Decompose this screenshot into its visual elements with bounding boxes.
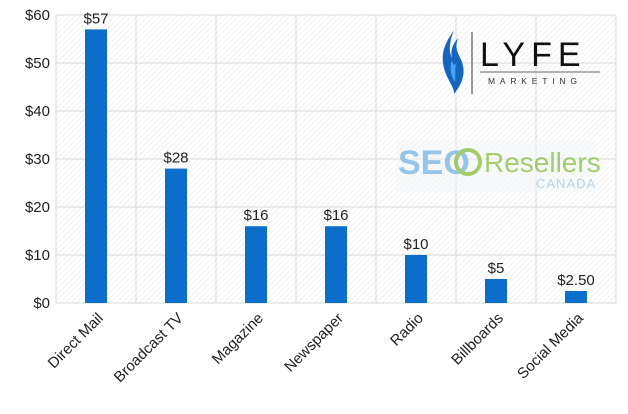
bars — [85, 29, 587, 304]
data-label: $2.50 — [557, 272, 595, 289]
category-label: Direct Mail — [45, 310, 107, 372]
logo-subtitle: MARKETING — [488, 76, 582, 86]
data-labels: $57 $28 $16 $16 $10 $5 $2.50 — [83, 10, 594, 289]
y-axis-ticks: $0 $10 $20 $30 $40 $50 $60 — [25, 7, 50, 312]
flame-icon — [442, 30, 464, 94]
bar — [85, 29, 107, 304]
bar — [165, 168, 187, 303]
data-label: $5 — [488, 260, 505, 277]
lyfe-marketing-logo: LYFE MARKETING — [442, 30, 600, 94]
category-label: Billboards — [448, 310, 507, 369]
y-tick-label: $10 — [25, 247, 50, 264]
bar — [245, 226, 267, 303]
category-labels: Direct Mail Broadcast TV Magazine Newspaper… — [45, 309, 588, 386]
bar — [485, 279, 507, 303]
bar — [565, 291, 587, 303]
logo-wordmark: LYFE — [480, 36, 587, 74]
flame-inner-icon — [450, 60, 457, 82]
y-tick-label: $40 — [25, 103, 50, 120]
data-label: $10 — [403, 236, 428, 253]
bar — [325, 226, 347, 303]
y-tick-label: $20 — [25, 199, 50, 216]
y-tick-label: $60 — [25, 7, 50, 24]
y-tick-label: $30 — [25, 151, 50, 168]
category-label: Radio — [387, 310, 427, 350]
category-label: Broadcast TV — [111, 310, 187, 386]
bar — [405, 255, 427, 303]
data-label: $57 — [83, 10, 108, 27]
canada-wordmark: CANADA — [536, 176, 596, 191]
resellers-wordmark: Resellers — [484, 147, 601, 178]
category-label: Magazine — [209, 310, 267, 368]
y-tick-label: $50 — [25, 55, 50, 72]
seo-resellers-watermark: SEO Resellers CANADA — [396, 140, 601, 192]
seo-wordmark: SEO — [398, 144, 470, 182]
data-label: $28 — [163, 150, 188, 167]
data-label: $16 — [323, 207, 348, 224]
data-label: $16 — [243, 207, 268, 224]
watermark-backdrop — [396, 140, 596, 192]
category-label: Social Media — [514, 309, 587, 382]
y-tick-label: $0 — [33, 295, 50, 312]
category-label: Newspaper — [281, 310, 347, 376]
seo-o-ring-icon — [454, 148, 482, 176]
